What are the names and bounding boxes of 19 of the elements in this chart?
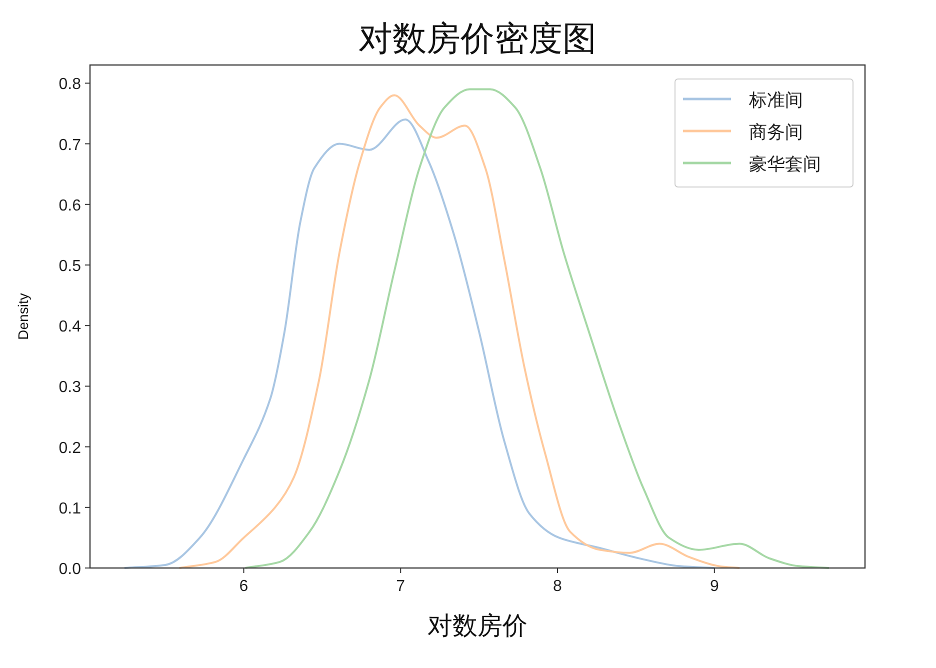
y-tick-label: 0.5	[58, 258, 82, 275]
legend-label: 豪华套间	[749, 154, 821, 174]
x-tick-label: 8	[553, 578, 562, 595]
y-tick-label: 0.7	[58, 136, 82, 154]
x-tick-label: 9	[710, 578, 719, 595]
y-tick-label: 0.0	[58, 561, 82, 578]
y-tick-label: 0.1	[58, 500, 82, 518]
y-tick-label: 0.2	[58, 440, 82, 457]
y-tick-label: 0.8	[58, 76, 82, 94]
x-tick-label: 7	[396, 578, 406, 595]
x-tick-label: 6	[239, 578, 248, 595]
legend-label: 商务间	[749, 122, 803, 142]
y-axis-title: Density	[15, 293, 31, 340]
y-tick-label: 0.6	[58, 197, 82, 214]
chart-title: 对数房价密度图	[358, 20, 596, 58]
x-axis-title: 对数房价	[428, 612, 528, 640]
y-tick-label: 0.3	[58, 379, 82, 396]
y-tick-label: 0.4	[58, 318, 82, 336]
legend-label: 标准间	[748, 90, 803, 110]
